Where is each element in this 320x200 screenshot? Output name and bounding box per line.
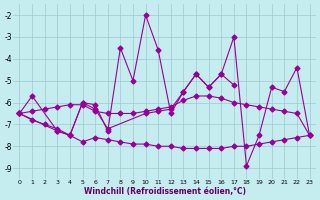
X-axis label: Windchill (Refroidissement éolien,°C): Windchill (Refroidissement éolien,°C): [84, 187, 245, 196]
